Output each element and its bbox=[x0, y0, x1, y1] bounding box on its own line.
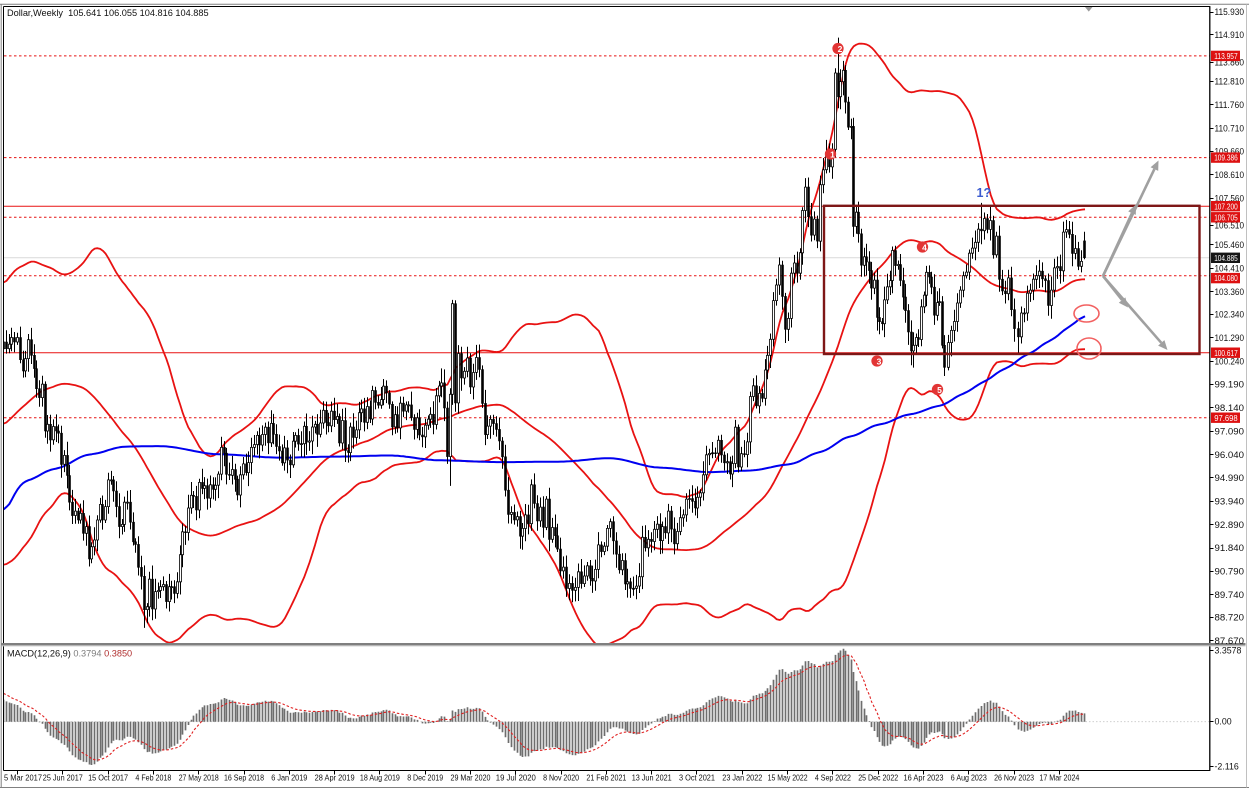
svg-text:97.698: 97.698 bbox=[1214, 413, 1238, 423]
svg-text:3.3578: 3.3578 bbox=[1215, 646, 1242, 656]
svg-text:28 Apr 2019: 28 Apr 2019 bbox=[315, 773, 355, 783]
svg-text:5 Mar 2017: 5 Mar 2017 bbox=[4, 773, 42, 783]
svg-text:104.885: 104.885 bbox=[1214, 253, 1238, 263]
svg-text:89.740: 89.740 bbox=[1215, 590, 1245, 600]
svg-text:107.200: 107.200 bbox=[1214, 201, 1238, 211]
svg-text:113.957: 113.957 bbox=[1214, 51, 1238, 61]
svg-text:19 Jul 2020: 19 Jul 2020 bbox=[496, 773, 536, 783]
svg-text:16 Sep 2018: 16 Sep 2018 bbox=[224, 773, 264, 783]
svg-text:91.840: 91.840 bbox=[1215, 543, 1245, 553]
svg-text:109.386: 109.386 bbox=[1214, 153, 1238, 163]
svg-text:8 Nov 2020: 8 Nov 2020 bbox=[543, 773, 579, 783]
svg-text:104.410: 104.410 bbox=[1215, 264, 1245, 274]
svg-text:3 Oct 2021: 3 Oct 2021 bbox=[679, 773, 715, 783]
svg-text:96.040: 96.040 bbox=[1215, 450, 1245, 460]
svg-text:21 Feb 2021: 21 Feb 2021 bbox=[586, 773, 626, 783]
svg-text:112.810: 112.810 bbox=[1215, 77, 1245, 87]
svg-text:4 Feb 2018: 4 Feb 2018 bbox=[135, 773, 171, 783]
svg-text:108.610: 108.610 bbox=[1215, 170, 1245, 180]
svg-text:106.705: 106.705 bbox=[1214, 212, 1238, 222]
svg-text:8 Dec 2019: 8 Dec 2019 bbox=[407, 773, 443, 783]
svg-text:0.00: 0.00 bbox=[1215, 717, 1232, 727]
svg-text:99.190: 99.190 bbox=[1215, 380, 1245, 390]
svg-text:6 Aug 2023: 6 Aug 2023 bbox=[951, 773, 987, 783]
svg-text:15 Oct 2017: 15 Oct 2017 bbox=[88, 773, 128, 783]
svg-text:26 Nov 2023: 26 Nov 2023 bbox=[994, 773, 1034, 783]
svg-text:1?: 1? bbox=[977, 186, 992, 200]
svg-text:97.090: 97.090 bbox=[1215, 426, 1245, 436]
svg-text:111.760: 111.760 bbox=[1215, 100, 1245, 110]
svg-text:94.990: 94.990 bbox=[1215, 473, 1245, 483]
svg-text:104.080: 104.080 bbox=[1214, 273, 1238, 283]
svg-text:113.860: 113.860 bbox=[1215, 57, 1245, 67]
svg-text:-2.116: -2.116 bbox=[1215, 762, 1239, 772]
svg-text:2: 2 bbox=[838, 44, 843, 54]
svg-text:Dollar,Weekly 105.641 106.055: Dollar,Weekly 105.641 106.055 104.816 10… bbox=[7, 8, 209, 18]
svg-text:115.930: 115.930 bbox=[1215, 7, 1245, 17]
svg-text:MACD(12,26,9) 0.3794 0.3850: MACD(12,26,9) 0.3794 0.3850 bbox=[7, 649, 132, 659]
svg-text:87.670: 87.670 bbox=[1215, 636, 1245, 646]
svg-text:3: 3 bbox=[877, 356, 882, 366]
svg-text:16 Apr 2023: 16 Apr 2023 bbox=[904, 773, 944, 783]
svg-text:100.617: 100.617 bbox=[1214, 348, 1238, 358]
svg-text:27 May 2018: 27 May 2018 bbox=[179, 773, 219, 783]
svg-text:1: 1 bbox=[830, 149, 835, 159]
svg-text:110.710: 110.710 bbox=[1215, 123, 1245, 133]
svg-text:100.240: 100.240 bbox=[1215, 356, 1245, 366]
svg-text:101.290: 101.290 bbox=[1215, 333, 1245, 343]
svg-text:114.910: 114.910 bbox=[1215, 30, 1245, 40]
svg-text:13 Jun 2021: 13 Jun 2021 bbox=[632, 773, 672, 783]
svg-text:25 Jun 2017: 25 Jun 2017 bbox=[43, 773, 83, 783]
svg-text:5: 5 bbox=[937, 385, 942, 395]
svg-text:6 Jan 2019: 6 Jan 2019 bbox=[271, 773, 307, 783]
svg-text:103.360: 103.360 bbox=[1215, 287, 1245, 297]
svg-text:109.660: 109.660 bbox=[1215, 147, 1245, 157]
svg-text:105.460: 105.460 bbox=[1215, 240, 1245, 250]
svg-text:98.140: 98.140 bbox=[1215, 403, 1245, 413]
svg-text:23 Jan 2022: 23 Jan 2022 bbox=[722, 773, 762, 783]
svg-text:88.720: 88.720 bbox=[1215, 613, 1245, 623]
svg-text:18 Aug 2019: 18 Aug 2019 bbox=[360, 773, 400, 783]
svg-text:93.940: 93.940 bbox=[1215, 497, 1245, 507]
svg-text:92.890: 92.890 bbox=[1215, 520, 1245, 530]
svg-text:90.790: 90.790 bbox=[1215, 567, 1245, 577]
svg-text:107.560: 107.560 bbox=[1215, 193, 1245, 203]
svg-text:102.340: 102.340 bbox=[1215, 310, 1245, 320]
svg-text:25 Dec 2022: 25 Dec 2022 bbox=[858, 773, 898, 783]
svg-text:17 Mar 2024: 17 Mar 2024 bbox=[1039, 773, 1079, 783]
svg-text:15 May 2022: 15 May 2022 bbox=[768, 773, 808, 783]
svg-text:4 Sep 2022: 4 Sep 2022 bbox=[815, 773, 851, 783]
svg-text:106.510: 106.510 bbox=[1215, 220, 1245, 230]
svg-text:29 Mar 2020: 29 Mar 2020 bbox=[451, 773, 491, 783]
svg-text:4: 4 bbox=[922, 242, 927, 252]
